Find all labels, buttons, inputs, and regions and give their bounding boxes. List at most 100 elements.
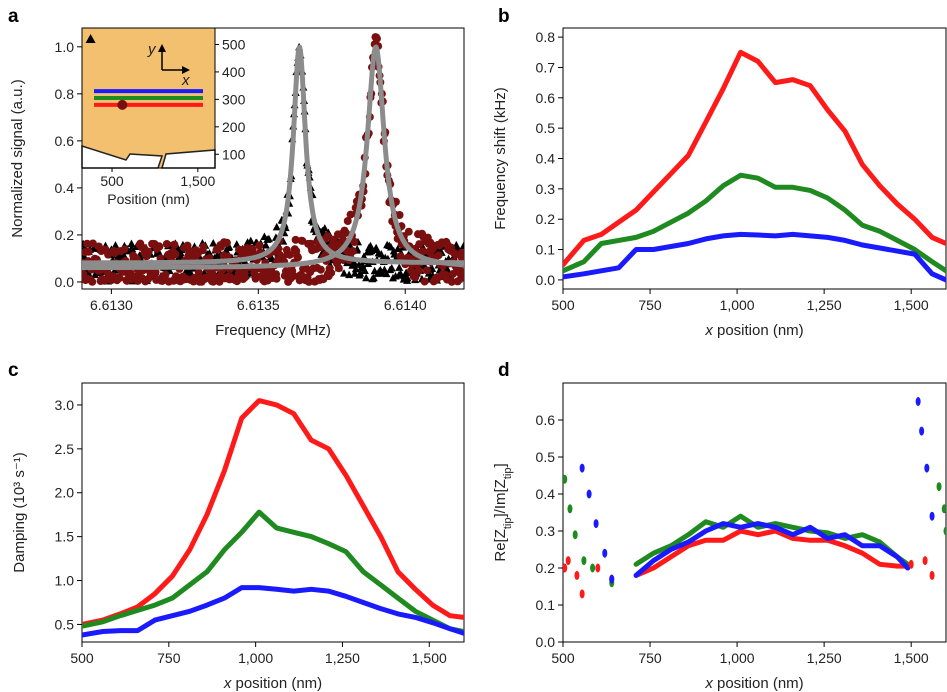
dotted-point-green (581, 556, 587, 566)
y-tick-label-b: 0.2 (536, 211, 556, 227)
data-point-circle (144, 247, 153, 256)
series-line-green (633, 513, 911, 567)
plot-area-c (82, 398, 464, 638)
x-tick-label-a: 6.6130 (90, 297, 133, 313)
dotted-point-red (574, 570, 580, 580)
data-point-circle (88, 239, 97, 248)
data-point-triangle (382, 269, 391, 278)
data-point-circle (404, 227, 413, 236)
inset-x-axis-label: Position (nm) (107, 191, 189, 207)
x-tick-label-a: 6.6135 (237, 297, 280, 313)
inset-x-tick-label: 1,500 (180, 173, 215, 189)
y-tick-label-b: 0.5 (536, 120, 556, 136)
x-tick-label-b: 1,500 (894, 297, 929, 313)
inset-position-dot (117, 99, 128, 110)
y-tick-label-c: 2.0 (55, 485, 75, 501)
data-point-circle (144, 275, 153, 284)
data-point-circle (395, 210, 404, 219)
inset-y-tick-label: 100 (222, 146, 246, 162)
dotted-point-blue (579, 463, 585, 473)
plot-area-b (563, 49, 946, 283)
y-label-part: Z (492, 529, 509, 538)
inset-position-triangle (85, 33, 96, 43)
data-point-triangle (225, 242, 234, 251)
series-line-blue (633, 521, 911, 578)
dotted-point-red (908, 559, 914, 569)
data-point-circle (420, 277, 429, 286)
data-point-circle (151, 268, 160, 277)
panel-c: 500 750 1,000 1,250 1,500 0.5 1.0 1.5 2.0 2.5 3.0 x… (11, 382, 465, 692)
x-tick-label-d: 750 (638, 650, 662, 666)
y-tick-label-b: 0.7 (536, 59, 556, 75)
dotted-point-green (567, 504, 573, 514)
x-tick-label-d: 500 (551, 650, 575, 666)
y-tick-label-b: 0.1 (536, 242, 556, 258)
y-axis-label-d: Re[Ztip]/Im[Ztip] (492, 463, 514, 561)
data-point-circle (222, 238, 231, 247)
y-tick-label-c: 1.5 (55, 529, 75, 545)
dotted-point-blue (602, 548, 608, 558)
data-point-circle (104, 250, 113, 259)
panel-label-a: a (8, 6, 19, 27)
data-point-triangle (90, 270, 99, 279)
data-point-triangle (320, 224, 329, 232)
panel-label-c: c (8, 360, 19, 381)
y-tick-label-b: 0.3 (536, 181, 556, 197)
data-point-triangle (345, 270, 354, 279)
data-point-triangle (395, 263, 404, 271)
y-tick-label-b: 0.0 (536, 272, 556, 288)
dotted-point-blue (929, 511, 935, 521)
y-tick-label-a: 0.0 (55, 274, 75, 290)
data-point-triangle (459, 241, 464, 250)
data-point-circle (350, 238, 359, 247)
y-tick-label-b: 0.6 (536, 90, 556, 106)
inset-y-tick-label: 200 (222, 119, 246, 135)
plot-frame-c (81, 382, 465, 643)
data-point-triangle (246, 236, 255, 245)
y-tick-label-c: 0.5 (55, 616, 75, 632)
dotted-point-green (563, 474, 568, 484)
y-axis-label-a: Normalized signal (a.u.) (9, 79, 26, 237)
data-point-triangle (261, 240, 270, 249)
x-tick-label-d: 1,500 (894, 650, 929, 666)
data-point-circle (115, 273, 124, 282)
series-line-red (82, 398, 464, 627)
data-point-triangle (119, 250, 128, 259)
inset: y x 500 1,500 Position (nm) 100 200 300 400 500 (81, 27, 246, 207)
data-point-triangle (356, 269, 365, 277)
y-tick-label-a: 0.8 (55, 86, 75, 102)
data-point-circle (422, 266, 431, 275)
inset-x-arrowhead (182, 66, 190, 74)
y-axis-label-b: Frequency shift (kHz) (492, 87, 509, 230)
x-axis-label-rest: position (nm) (231, 675, 322, 692)
dotted-point-red (563, 563, 568, 573)
data-point-circle (88, 277, 97, 286)
data-point-circle (459, 268, 464, 277)
y-tick-label-d: 0.2 (536, 560, 556, 576)
data-point-circle (162, 239, 171, 248)
data-point-circle (248, 245, 257, 254)
data-point-circle (457, 253, 464, 262)
dotted-point-blue (609, 574, 615, 584)
y-tick-label-b: 0.8 (536, 29, 556, 45)
data-point-circle (304, 277, 313, 286)
inset-x-axis-name: x (181, 72, 190, 89)
plot-area-a (82, 33, 464, 286)
y-tick-label-c: 3.0 (55, 397, 75, 413)
y-tick-label-c: 1.0 (55, 573, 75, 589)
inset-x-tick-label: 500 (100, 173, 124, 189)
y-axis-label-c: Damping (10³ s⁻¹) (11, 452, 28, 572)
y-label-part: Z (492, 479, 509, 488)
data-point-circle (348, 247, 357, 256)
dotted-point-red (922, 556, 928, 566)
dotted-point-red (595, 563, 601, 573)
data-point-triangle (389, 246, 398, 255)
data-point-triangle (387, 264, 396, 272)
data-point-circle (447, 277, 456, 286)
x-tick-label-a: 6.6140 (384, 297, 427, 313)
x-axis-label-rest: position (nm) (713, 675, 804, 692)
data-point-circle (170, 240, 179, 249)
series-line-green (563, 172, 946, 274)
x-tick-label-b: 1,250 (807, 297, 842, 313)
